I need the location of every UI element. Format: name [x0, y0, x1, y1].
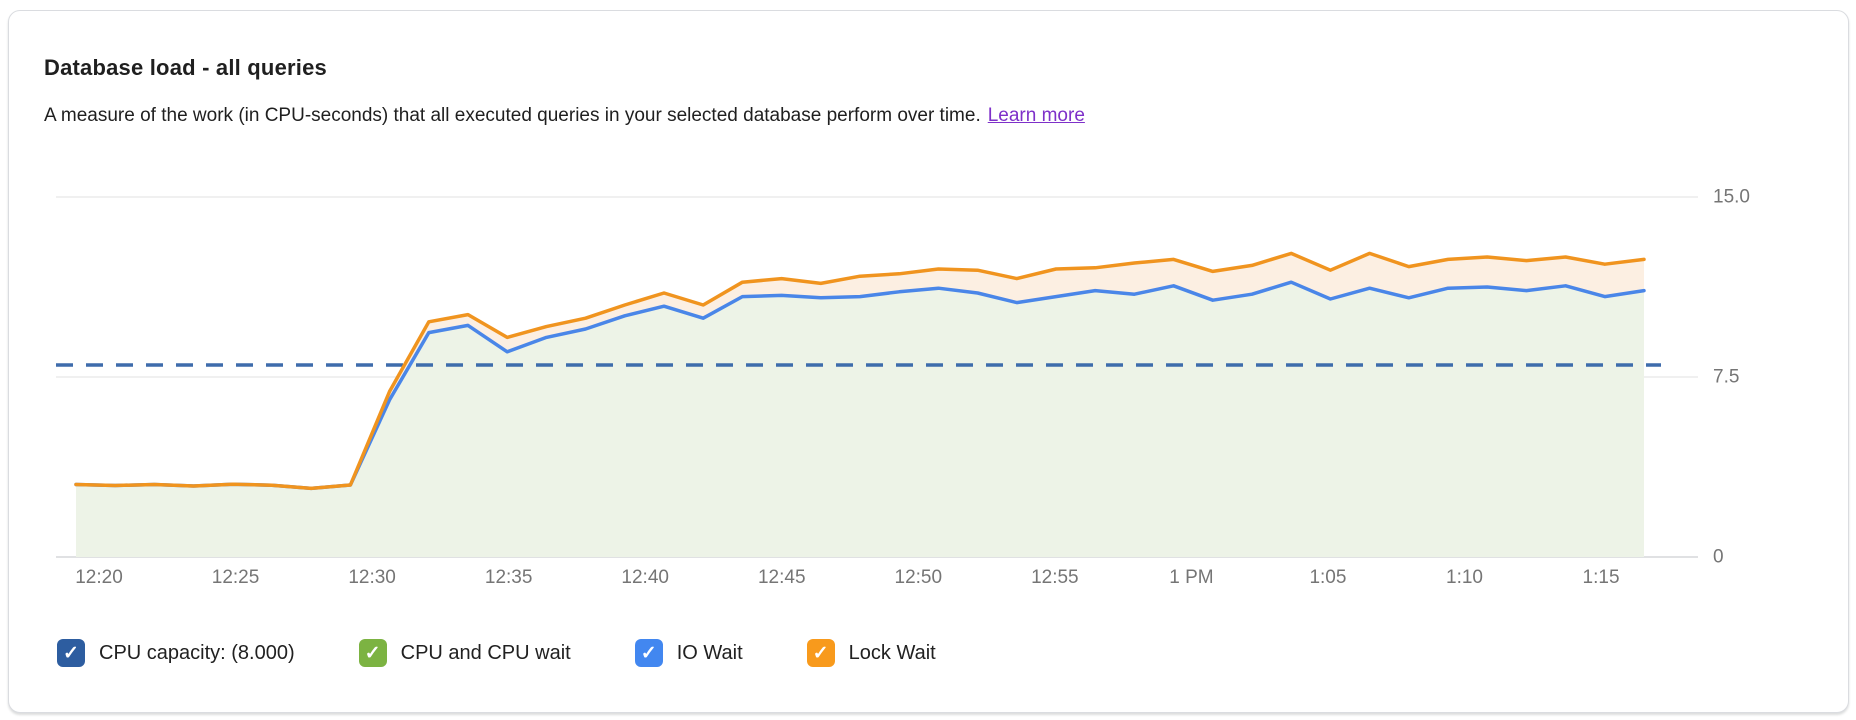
- legend-label: IO Wait: [676, 641, 743, 664]
- x-tick-label: 12:25: [212, 567, 260, 588]
- chart-legend: ✓ CPU capacity: (8.000) ✓ CPU and CPU wa…: [57, 639, 936, 667]
- lock-wait-line: [74, 251, 1646, 491]
- x-tick-label: 12:30: [348, 567, 396, 588]
- x-tick-label: 1:10: [1446, 567, 1483, 588]
- io-wait-checkbox-icon: ✓: [634, 639, 663, 667]
- legend-item-io-wait[interactable]: ✓ IO Wait: [634, 639, 743, 667]
- x-tick-label: 12:35: [485, 567, 533, 588]
- x-tick-label: 12:40: [621, 567, 669, 588]
- x-tick-label: 12:45: [758, 567, 806, 588]
- x-tick-label: 1 PM: [1169, 567, 1213, 588]
- legend-item-lock-wait[interactable]: ✓ Lock Wait: [806, 639, 936, 667]
- y-tick-label: 15.0: [1713, 187, 1750, 208]
- card-title: Database load - all queries: [44, 55, 327, 80]
- chart-canvas: 15.0 7.5 0 12:20 12:25 12:30 12:35 12:40 12:45 12…: [56, 187, 1750, 588]
- lock-wait-band-fill: [76, 253, 1644, 489]
- database-load-chart[interactable]: 15.0 7.5 0 12:20 12:25 12:30 12:35 12:40 12:45 12…: [9, 151, 1850, 621]
- database-load-card: Database load - all queries A measure of…: [8, 10, 1849, 713]
- cpu-capacity-checkbox-icon: ✓: [57, 639, 85, 667]
- x-tick-label: 12:50: [895, 567, 943, 588]
- legend-label: CPU capacity: (8.000): [99, 641, 295, 664]
- learn-more-link[interactable]: Learn more: [987, 105, 1085, 126]
- y-tick-label: 7.5: [1713, 367, 1739, 388]
- cpu-wait-checkbox-icon: ✓: [358, 639, 387, 667]
- legend-item-cpu-and-cpu-wait[interactable]: ✓ CPU and CPU wait: [358, 639, 571, 667]
- x-tick-label: 12:20: [75, 567, 123, 588]
- x-tick-label: 1:05: [1309, 567, 1346, 588]
- x-tick-label: 1:15: [1583, 567, 1620, 588]
- lock-wait-checkbox-icon: ✓: [806, 639, 835, 667]
- subtitle-text: A measure of the work (in CPU-seconds) t…: [44, 105, 981, 126]
- legend-item-cpu-capacity[interactable]: ✓ CPU capacity: (8.000): [57, 639, 295, 667]
- legend-label: CPU and CPU wait: [400, 641, 571, 664]
- x-tick-label: 12:55: [1031, 567, 1079, 588]
- cpu-area-fill: [76, 282, 1644, 557]
- y-tick-label: 0: [1713, 547, 1724, 568]
- legend-label: Lock Wait: [848, 641, 936, 664]
- card-subtitle: A measure of the work (in CPU-seconds) t…: [44, 105, 1085, 127]
